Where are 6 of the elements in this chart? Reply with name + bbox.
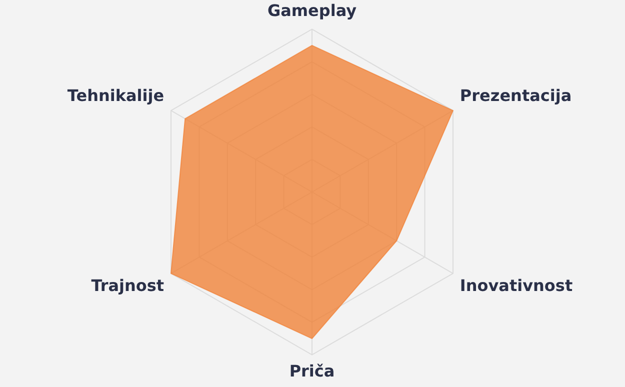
spoke-label: Prezentacija	[460, 86, 572, 106]
spoke-label: Priča	[289, 362, 335, 381]
spoke-label: Tehnikalije	[67, 86, 164, 106]
spoke-label: Inovativnost	[460, 276, 573, 296]
spoke-label: Trajnost	[91, 276, 164, 296]
spoke-label: Gameplay	[267, 0, 358, 20]
